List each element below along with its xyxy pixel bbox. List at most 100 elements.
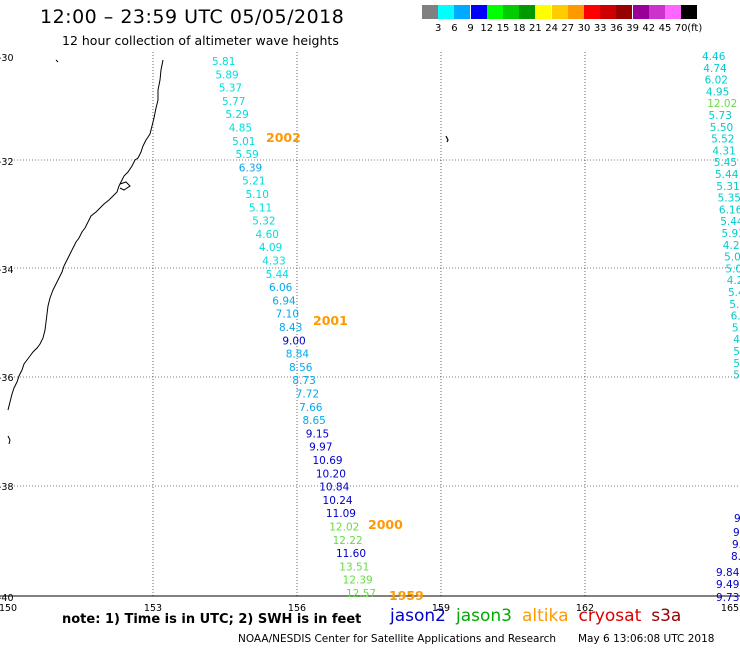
wave-height-label: 7.72 [296, 389, 319, 401]
scale-swatch [503, 5, 519, 19]
wave-height-label: 5.93 [722, 228, 740, 240]
longitude-labels: 150 153 156 159 162 165 [0, 603, 739, 614]
wave-height-label: 8.8 [731, 551, 740, 563]
wave-height-label: 10.20 [316, 468, 346, 480]
wave-height-label: 7.66 [299, 402, 323, 414]
scale-label: 33 [593, 23, 607, 34]
wave-height-label: 10.24 [323, 495, 353, 507]
wave-height-label: 5.32 [252, 216, 275, 228]
wave-height-label: 5.4 [728, 287, 740, 299]
wave-height-label: 6.02 [705, 75, 728, 87]
lat-label: -40 [0, 593, 14, 604]
wave-height-label: 5.44 [720, 216, 740, 228]
wave-height-label: 6.94 [272, 295, 296, 307]
wave-height-label: 13.51 [339, 561, 369, 573]
wave-height-label: 10.69 [313, 455, 343, 467]
altimeter-track-1: 5.815.89 5.375.775.29 4.855.015.596.39 5.21… [212, 56, 376, 600]
wave-height-label: 9.15 [306, 428, 329, 440]
wave-height-label: 6.06 [269, 282, 293, 294]
credit-text: NOAA/NESDIS Center for Satellite Applica… [238, 633, 556, 645]
scale-label: 15 [496, 23, 510, 34]
wave-height-label: 8.73 [292, 375, 315, 387]
wave-height-label: 12.57 [346, 588, 376, 600]
wave-height-label: 5.89 [215, 69, 238, 81]
wave-height-label: 5.77 [222, 96, 245, 108]
wave-height-label: 4.46 [702, 51, 726, 63]
altimeter-track-2: 4.464.746.024.9512.025.735.505.524.315.4… [702, 51, 740, 604]
scale-swatch [648, 5, 665, 19]
wave-height-label: 5.21 [242, 176, 265, 188]
wave-height-label: 9.84 [716, 567, 740, 579]
wave-height-label: 9. [734, 513, 740, 525]
scale-swatch [665, 5, 681, 19]
wave-height-label: 12.22 [333, 535, 363, 547]
wave-height-label: 5.50 [710, 122, 733, 134]
timestamp-text: May 6 13:06:08 UTC 2018 [578, 633, 715, 645]
lon-label: 165 [721, 603, 739, 614]
scale-label: 45 [658, 23, 672, 34]
scale-label: 27 [561, 23, 575, 34]
scale-label: 3 [435, 23, 442, 34]
wave-height-label: 9.73 [716, 592, 739, 604]
wave-height-label: 9.00 [282, 335, 305, 347]
wave-height-label: 5.37 [219, 83, 242, 95]
wave-height-label: 5.4 [729, 299, 740, 311]
wave-height-label: 5 [733, 358, 740, 370]
pass-time-labels: 2002 2001 2000 1959 [266, 130, 424, 603]
wave-height-label: 5.09 [724, 252, 740, 264]
lat-label: -32 [0, 157, 14, 168]
wave-height-label: 12.02 [707, 98, 737, 110]
pass-time-label: 2002 [266, 130, 301, 145]
lat-grid-lines [8, 159, 740, 487]
scale-label: 42 [642, 23, 656, 34]
latitude-labels: -30 -32 -34 -36 -38 -40 [0, 53, 14, 604]
wave-height-label: 5.0 [725, 263, 740, 275]
wave-height-label: 4. [733, 334, 740, 346]
lon-label: 162 [576, 603, 594, 614]
satellite-legend: jason2 jason3 altika cryosat s3a [390, 606, 691, 626]
lon-label: 153 [144, 603, 162, 614]
wave-height-label: 11.60 [336, 548, 366, 560]
scale-swatch [632, 5, 649, 19]
scale-swatch [600, 5, 617, 19]
wave-height-label: 12.02 [329, 522, 359, 534]
scale-swatch [519, 5, 536, 19]
wave-height-label: 5.52 [711, 134, 734, 146]
wave-height-label: 12.39 [343, 575, 373, 587]
wave-height-label: 4.09 [259, 242, 282, 254]
wave-height-label: 4.25 [723, 240, 740, 252]
wave-height-label: 5.59 [235, 149, 258, 161]
wave-height-label: 9.7 [732, 539, 740, 551]
coastline-south [7, 435, 11, 445]
scale-unit: (ft) [687, 23, 703, 34]
wave-height-label: 6.16 [719, 204, 740, 216]
scale-swatch [454, 5, 471, 19]
wave-height-label: 7.10 [276, 309, 299, 321]
wave-height-label: 5.01 [232, 136, 255, 148]
wave-height-label: 4.85 [229, 123, 252, 135]
scale-swatch [584, 5, 600, 19]
scale-label: 30 [577, 23, 591, 34]
scale-swatch [470, 5, 487, 19]
wave-height-label: 5.44 [266, 269, 290, 281]
scale-label: 36 [610, 23, 623, 34]
scale-label: 70 [674, 23, 688, 34]
scale-swatch [616, 5, 633, 19]
pass-time-label: 2001 [313, 313, 348, 328]
wave-height-label: 6.39 [239, 162, 262, 174]
scale-label: 6 [451, 23, 458, 34]
coastline [7, 59, 164, 411]
wave-height-label: 8.56 [289, 362, 313, 374]
coastline-inlet [119, 181, 131, 191]
wave-height-label: 4.95 [706, 86, 729, 98]
wave-height-label: 5.10 [246, 189, 269, 201]
wave-height-label: 4.74 [703, 63, 727, 75]
satellite-legend-s3a: s3a [651, 606, 682, 626]
pass-time-label: 1959 [389, 588, 424, 603]
scale-swatch [567, 5, 584, 19]
wave-height-label: 8.84 [286, 349, 310, 361]
scale-swatch [681, 5, 698, 19]
norfolk-mark [55, 59, 59, 63]
wave-height-label: 5.35 [718, 193, 740, 205]
